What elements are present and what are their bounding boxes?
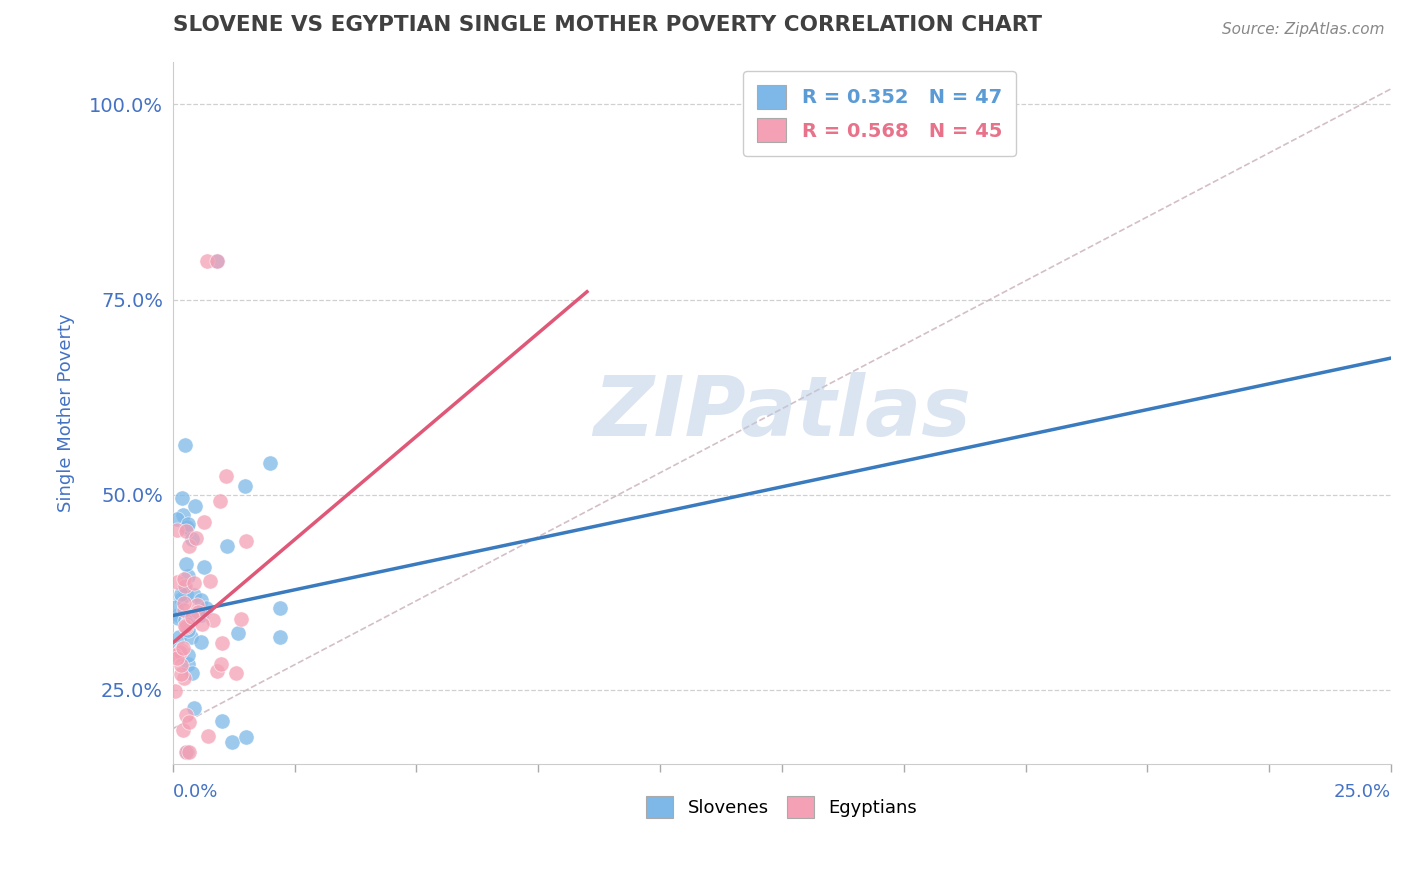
- Point: [177, 657, 200, 671]
- Point: [169, 587, 191, 601]
- Point: [221, 735, 243, 749]
- Point: [229, 612, 252, 626]
- Point: [198, 574, 221, 589]
- Point: [174, 524, 197, 538]
- Text: 0.0%: 0.0%: [173, 783, 218, 801]
- Point: [174, 707, 197, 722]
- Point: [208, 493, 231, 508]
- Point: [166, 523, 188, 537]
- Point: [186, 598, 208, 612]
- Point: [169, 645, 191, 659]
- Point: [269, 600, 291, 615]
- Legend: Slovenes, Egyptians: Slovenes, Egyptians: [640, 789, 925, 825]
- Y-axis label: Single Mother Poverty: Single Mother Poverty: [58, 313, 75, 512]
- Point: [211, 714, 233, 728]
- Point: [181, 533, 204, 547]
- Point: [186, 531, 208, 545]
- Point: [165, 600, 187, 615]
- Point: [176, 617, 198, 632]
- Point: [173, 596, 195, 610]
- Point: [172, 508, 194, 522]
- Point: [170, 666, 193, 681]
- Point: [195, 253, 218, 268]
- Text: Source: ZipAtlas.com: Source: ZipAtlas.com: [1222, 22, 1385, 37]
- Point: [180, 610, 202, 624]
- Point: [176, 520, 198, 534]
- Point: [183, 701, 205, 715]
- Point: [269, 630, 291, 644]
- Point: [174, 745, 197, 759]
- Point: [166, 574, 188, 589]
- Point: [211, 636, 233, 650]
- Point: [174, 620, 197, 634]
- Point: [183, 588, 205, 602]
- Point: [195, 600, 218, 615]
- Point: [225, 666, 247, 681]
- Point: [170, 491, 193, 505]
- Point: [190, 635, 212, 649]
- Point: [181, 665, 204, 680]
- Point: [170, 592, 193, 607]
- Point: [177, 714, 200, 729]
- Point: [176, 587, 198, 601]
- Point: [177, 648, 200, 662]
- Point: [233, 479, 256, 493]
- Point: [205, 253, 228, 268]
- Point: [176, 745, 198, 759]
- Point: [173, 580, 195, 594]
- Text: SLOVENE VS EGYPTIAN SINGLE MOTHER POVERTY CORRELATION CHART: SLOVENE VS EGYPTIAN SINGLE MOTHER POVERT…: [173, 15, 1042, 35]
- Point: [174, 613, 197, 627]
- Point: [166, 611, 188, 625]
- Point: [184, 499, 207, 513]
- Text: ZIPatlas: ZIPatlas: [593, 372, 970, 453]
- Point: [187, 605, 209, 619]
- Point: [177, 539, 200, 553]
- Point: [215, 468, 238, 483]
- Point: [177, 613, 200, 627]
- Point: [205, 664, 228, 678]
- Point: [173, 603, 195, 617]
- Point: [209, 657, 232, 671]
- Point: [165, 683, 187, 698]
- Point: [197, 729, 219, 743]
- Text: 25.0%: 25.0%: [1334, 783, 1391, 801]
- Point: [166, 512, 188, 526]
- Point: [179, 745, 201, 759]
- Point: [259, 457, 281, 471]
- Point: [173, 671, 195, 685]
- Point: [226, 626, 249, 640]
- Point: [177, 517, 200, 532]
- Point: [193, 515, 215, 529]
- Point: [174, 557, 197, 571]
- Point: [180, 630, 202, 644]
- Point: [202, 613, 225, 627]
- Point: [177, 568, 200, 582]
- Point: [166, 650, 188, 665]
- Point: [172, 723, 194, 738]
- Point: [177, 623, 200, 637]
- Point: [173, 613, 195, 627]
- Point: [173, 572, 195, 586]
- Point: [167, 607, 190, 622]
- Point: [174, 438, 197, 452]
- Point: [177, 613, 200, 627]
- Point: [205, 253, 228, 268]
- Point: [190, 607, 212, 622]
- Point: [167, 630, 190, 644]
- Point: [166, 643, 188, 657]
- Point: [172, 640, 194, 655]
- Point: [165, 648, 187, 663]
- Point: [215, 539, 238, 553]
- Point: [190, 593, 212, 607]
- Point: [170, 658, 193, 673]
- Point: [170, 643, 193, 657]
- Point: [235, 730, 257, 744]
- Point: [174, 521, 197, 535]
- Point: [173, 579, 195, 593]
- Point: [183, 576, 205, 591]
- Point: [235, 533, 257, 548]
- Point: [191, 616, 214, 631]
- Point: [173, 618, 195, 632]
- Point: [193, 559, 215, 574]
